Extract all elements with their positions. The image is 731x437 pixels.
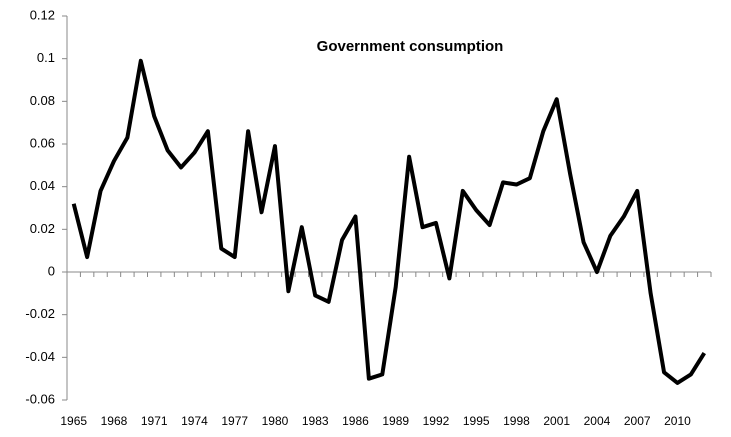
y-tick-label: 0.04: [30, 178, 55, 193]
chart-title: Government consumption: [317, 38, 504, 55]
y-tick-label: 0.1: [37, 50, 55, 65]
y-tick-label: 0.06: [30, 135, 55, 150]
x-tick-label: 1971: [141, 414, 168, 428]
x-tick-label: 1974: [181, 414, 208, 428]
y-tick-label: -0.04: [25, 349, 55, 364]
x-tick-label: 2007: [624, 414, 651, 428]
y-tick-label: 0: [48, 263, 55, 278]
x-tick-label: 1983: [302, 414, 329, 428]
y-tick-label: -0.06: [25, 391, 55, 406]
x-tick-label: 1992: [423, 414, 450, 428]
x-tick-label: 1989: [382, 414, 409, 428]
x-tick-label: 2001: [543, 414, 570, 428]
x-tick-label: 1968: [101, 414, 128, 428]
x-tick-label: 1965: [60, 414, 87, 428]
x-tick-label: 2004: [584, 414, 611, 428]
y-tick-label: 0.08: [30, 93, 55, 108]
x-tick-label: 2010: [664, 414, 691, 428]
x-tick-label: 1977: [221, 414, 248, 428]
x-tick-label: 1995: [463, 414, 490, 428]
y-tick-label: -0.02: [25, 306, 55, 321]
x-tick-label: 1980: [262, 414, 289, 428]
y-tick-label: 0.12: [30, 7, 55, 22]
x-tick-label: 1986: [342, 414, 369, 428]
y-tick-label: 0.02: [30, 221, 55, 236]
data-line: [71, 58, 706, 385]
x-tick-label: 1998: [503, 414, 530, 428]
